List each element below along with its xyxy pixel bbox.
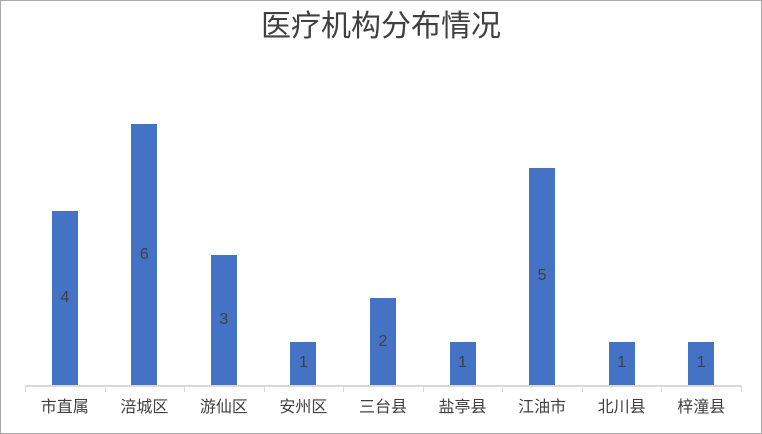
x-axis-line — [25, 385, 741, 387]
bar-value-label: 3 — [219, 310, 229, 328]
bar-value-label: 2 — [378, 332, 388, 350]
bar-value-label: 6 — [139, 245, 149, 263]
bar: 5 — [529, 167, 556, 385]
bar-value-label: 1 — [696, 354, 706, 372]
x-axis-label: 盐亭县 — [438, 399, 487, 416]
x-axis-label: 安州区 — [279, 399, 328, 416]
x-axis-label: 游仙区 — [199, 399, 248, 416]
bar: 1 — [449, 341, 476, 385]
x-axis-tick — [25, 385, 26, 392]
x-axis-label: 三台县 — [358, 399, 407, 416]
bar-value-label: 1 — [298, 354, 308, 372]
bar: 3 — [210, 254, 237, 385]
x-axis-tick — [184, 385, 185, 392]
bar: 4 — [51, 211, 78, 385]
x-axis-tick — [105, 385, 106, 392]
x-axis-tick — [343, 385, 344, 392]
x-axis-label: 梓潼县 — [677, 399, 726, 416]
bar: 2 — [370, 298, 396, 385]
x-axis-label: 市直属 — [40, 399, 89, 416]
bar: 6 — [131, 124, 158, 385]
bar: 1 — [608, 341, 635, 385]
x-axis-tick — [502, 385, 503, 392]
x-axis-label: 北川县 — [597, 399, 646, 416]
bar-value-label: 5 — [537, 267, 547, 285]
x-axis-tick — [582, 385, 583, 392]
bar: 1 — [688, 341, 715, 385]
x-axis-tick — [661, 385, 662, 392]
bar-value-label: 1 — [458, 354, 467, 372]
chart-title: 医疗机构分布情况 — [261, 10, 501, 43]
bar-value-label: 1 — [617, 354, 627, 372]
x-axis-tick — [741, 385, 742, 392]
bar-value-label: 4 — [60, 289, 70, 307]
x-axis-label: 江油市 — [518, 399, 567, 416]
x-axis-tick — [264, 385, 265, 392]
bar: 1 — [290, 341, 317, 385]
x-axis-label: 涪城区 — [120, 399, 169, 416]
x-axis-tick — [423, 385, 424, 392]
